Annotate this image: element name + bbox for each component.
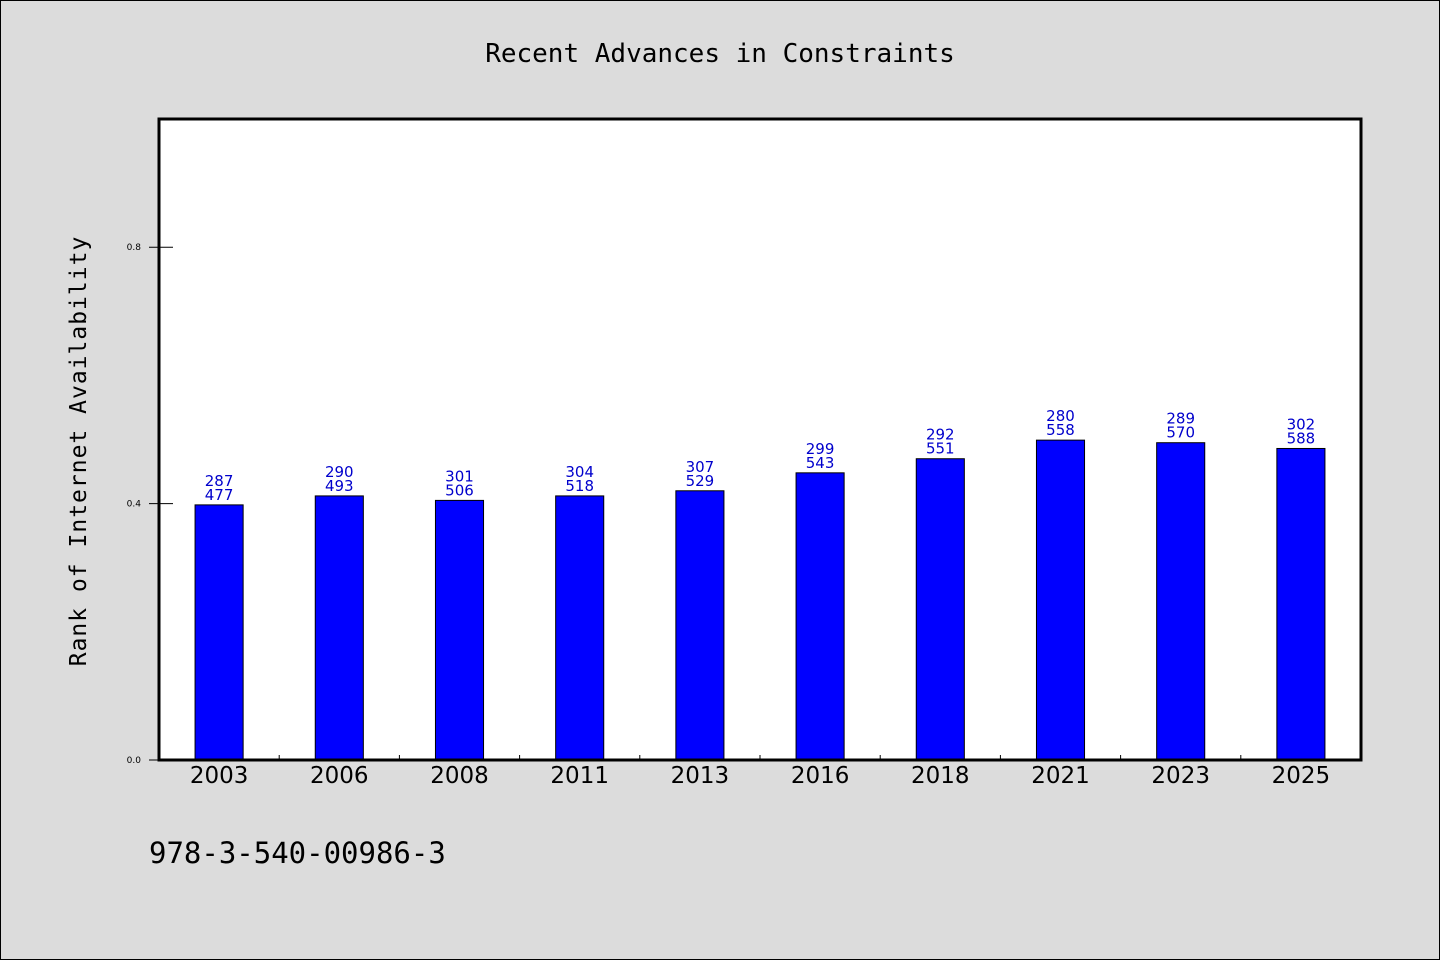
bar	[795, 472, 845, 761]
x-tick-label: 2021	[1031, 763, 1090, 789]
x-tick-label: 2018	[911, 763, 970, 789]
plot-frame	[157, 117, 1363, 762]
x-tick-label: 2025	[1272, 763, 1331, 789]
x-tick-labels: 2003 2006 2008 2011 2013 2016 2018 2021 2023 2025	[190, 763, 1330, 789]
data-label: 307	[686, 458, 715, 476]
data-label: 301	[445, 467, 474, 485]
data-label: 588	[1287, 429, 1316, 447]
bar	[915, 458, 965, 761]
chart-title: Recent Advances in Constraints	[485, 39, 955, 69]
bar	[675, 490, 725, 761]
data-label: 558	[1046, 421, 1075, 439]
data-label: 529	[686, 472, 715, 490]
data-label: 302	[1287, 415, 1316, 433]
y-tick-label: 0.8	[127, 243, 142, 253]
bar	[1156, 442, 1206, 761]
bar	[314, 495, 364, 761]
data-label: 506	[445, 481, 474, 499]
y-tick-label: 0.4	[127, 500, 142, 510]
bar	[555, 495, 605, 761]
data-label: 543	[806, 454, 835, 472]
data-label: 477	[205, 486, 234, 504]
data-label: 292	[926, 426, 955, 444]
data-label: 280	[1046, 407, 1075, 425]
data-label: 570	[1166, 424, 1195, 442]
x-tick-label: 2016	[791, 763, 850, 789]
x-tick-label: 2011	[550, 763, 609, 789]
data-label: 518	[565, 477, 594, 495]
x-tick-label: 2013	[671, 763, 730, 789]
x-tick-label: 2003	[190, 763, 249, 789]
y-tick-label: 0.0	[127, 756, 142, 766]
bar	[1035, 439, 1086, 761]
data-label: 289	[1166, 410, 1195, 428]
data-label: 551	[926, 440, 955, 458]
data-label: 493	[325, 477, 354, 495]
x-tick-label: 2006	[310, 763, 369, 789]
x-tick-label: 2008	[430, 763, 489, 789]
bars	[194, 439, 1326, 761]
data-label: 304	[565, 463, 594, 481]
x-tick-label: 2023	[1151, 763, 1210, 789]
data-label: 290	[325, 463, 354, 481]
bar	[1276, 447, 1326, 761]
bar	[434, 499, 485, 761]
y-axis-label: Rank of Internet Availability	[66, 236, 92, 667]
data-label: 287	[205, 472, 234, 490]
data-label: 299	[806, 440, 835, 458]
data-labels: 2874772904933015063045183075292995432925…	[205, 407, 1315, 504]
bar	[194, 504, 244, 761]
footer-isbn: 978-3-540-00986-3	[149, 836, 446, 870]
